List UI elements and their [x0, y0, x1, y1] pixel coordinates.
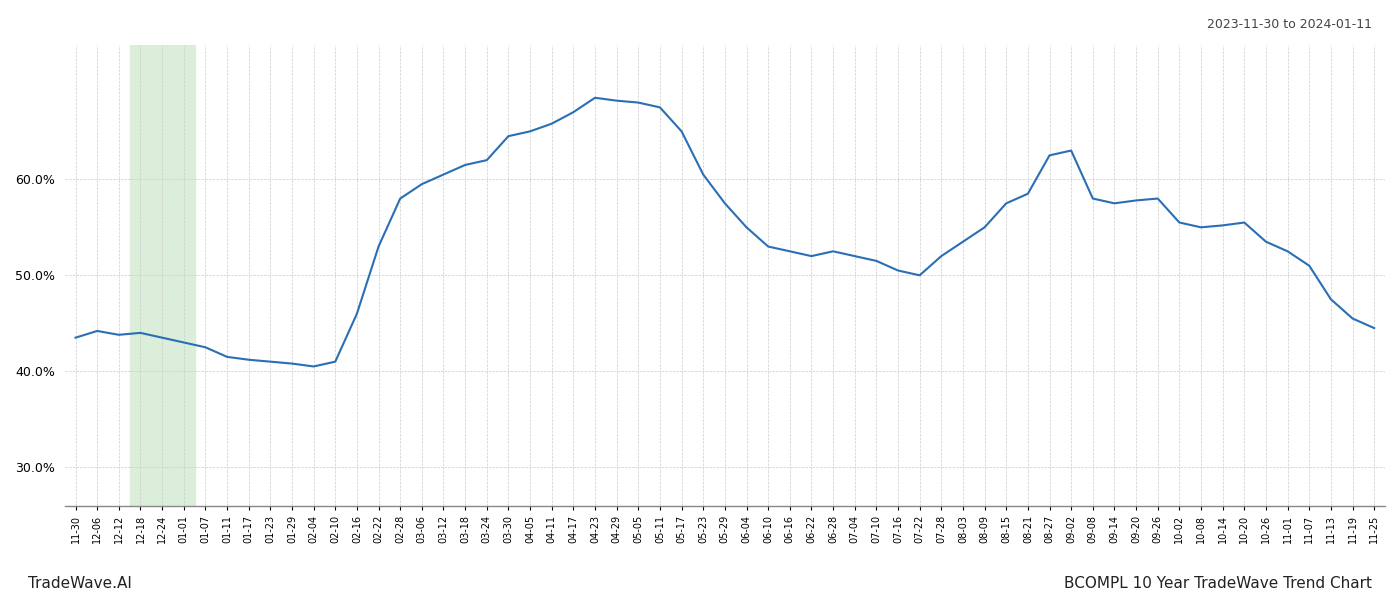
Text: TradeWave.AI: TradeWave.AI [28, 576, 132, 591]
Text: BCOMPL 10 Year TradeWave Trend Chart: BCOMPL 10 Year TradeWave Trend Chart [1064, 576, 1372, 591]
Text: 2023-11-30 to 2024-01-11: 2023-11-30 to 2024-01-11 [1207, 18, 1372, 31]
Bar [130, 45, 195, 506]
